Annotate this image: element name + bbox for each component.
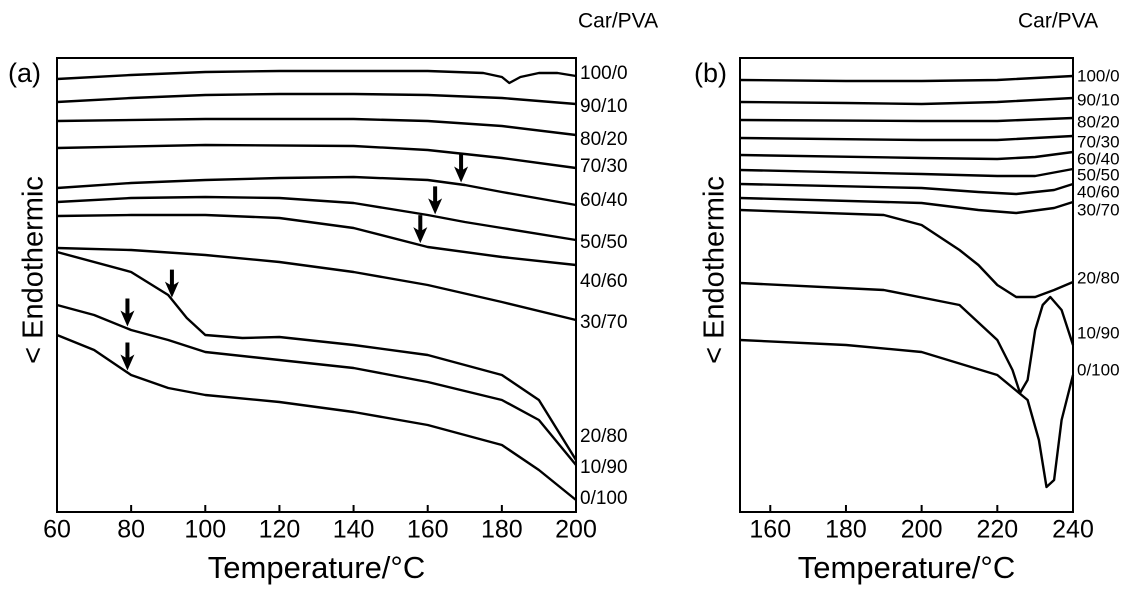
- x-tick-label: 180: [481, 516, 523, 544]
- x-tick-label: 160: [407, 516, 449, 544]
- curve: [56, 250, 578, 461]
- curve: [56, 303, 577, 466]
- legend-title: Car/PVA: [1018, 10, 1098, 33]
- curve: [56, 92, 577, 106]
- legend-label: 70/30: [1077, 132, 1120, 151]
- legend-label: 60/40: [1077, 149, 1120, 168]
- x-axis-title: Temperature/°C: [208, 550, 425, 585]
- x-axis-title: Temperature/°C: [798, 550, 1015, 585]
- legend-label: 30/70: [580, 312, 628, 333]
- legend-title: Car/PVA: [578, 10, 658, 33]
- curve: [739, 134, 1074, 142]
- transition-arrow: [413, 215, 428, 244]
- legend-label: 50/50: [1077, 165, 1120, 184]
- curve: [56, 246, 577, 322]
- y-axis-title: < Endothermic: [18, 176, 50, 364]
- legend-label: 20/80: [580, 426, 628, 447]
- legend-label: 90/10: [1077, 90, 1120, 109]
- curve: [739, 182, 1074, 196]
- transition-arrow: [454, 154, 469, 183]
- transition-arrow: [164, 269, 179, 298]
- legend-label: 20/80: [1077, 268, 1120, 287]
- curve: [56, 195, 577, 242]
- legend-label: 0/100: [580, 488, 628, 509]
- panel-label: (b): [694, 58, 727, 88]
- curve: [739, 281, 1075, 395]
- panel-label: (a): [8, 58, 41, 88]
- legend-label: 40/60: [1077, 182, 1120, 201]
- curve: [56, 213, 577, 267]
- plot-frame: [739, 57, 1074, 513]
- x-tick-label: 120: [259, 516, 301, 544]
- x-tick-label: 180: [825, 516, 867, 544]
- curve: [739, 196, 1074, 215]
- curve: [56, 175, 577, 207]
- legend-label: 80/20: [1077, 112, 1120, 131]
- curve: [739, 116, 1074, 123]
- curve: [739, 167, 1074, 178]
- curve: [56, 143, 577, 170]
- curve: [739, 150, 1074, 161]
- legend-label: 100/0: [580, 63, 628, 84]
- x-tick-label: 140: [333, 516, 375, 544]
- transition-arrow: [120, 342, 135, 371]
- curve: [739, 96, 1074, 106]
- legend-label: 0/100: [1077, 360, 1120, 379]
- curve: [739, 208, 1074, 299]
- x-tick-label: 220: [976, 516, 1018, 544]
- x-tick-label: 60: [43, 516, 71, 544]
- x-tick-label: 240: [1052, 516, 1094, 544]
- transition-arrow: [120, 298, 135, 327]
- x-tick-label: 100: [184, 516, 226, 544]
- x-tick-label: 200: [555, 516, 597, 544]
- legend-label: 30/70: [1077, 200, 1120, 219]
- x-tick-label: 160: [749, 516, 791, 544]
- legend-label: 90/10: [580, 96, 628, 117]
- legend-label: 10/90: [1077, 323, 1120, 342]
- legend-label: 60/40: [580, 190, 628, 211]
- curve: [739, 338, 1075, 489]
- legend-label: 80/20: [580, 129, 628, 150]
- curve: [739, 74, 1074, 83]
- legend-label: 10/90: [580, 457, 628, 478]
- x-tick-label: 80: [117, 516, 145, 544]
- legend-label: 40/60: [580, 271, 628, 292]
- curve: [56, 69, 577, 85]
- curve: [56, 333, 577, 501]
- x-tick-label: 200: [901, 516, 943, 544]
- legend-label: 100/0: [1077, 66, 1120, 85]
- curve: [56, 117, 577, 137]
- plot-frame: [56, 57, 577, 513]
- legend-label: 70/30: [580, 156, 628, 177]
- transition-arrow: [428, 186, 443, 215]
- legend-label: 50/50: [580, 232, 628, 253]
- y-axis-title: < Endothermic: [699, 176, 731, 364]
